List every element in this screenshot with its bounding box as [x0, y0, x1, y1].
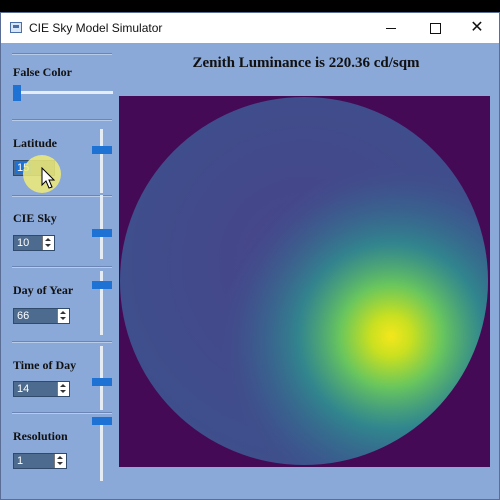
minimize-button[interactable] — [369, 13, 413, 43]
spin-down-icon[interactable] — [60, 317, 66, 320]
control-panel: False Color Latitude 15 CIE Sky — [1, 43, 117, 499]
divider — [12, 119, 112, 121]
zenith-luminance-title: Zenith Luminance is 220.36 cd/sqm — [192, 55, 420, 71]
time-of-day-slider-thumb[interactable] — [92, 378, 112, 387]
false-color-slider-track[interactable] — [13, 91, 113, 94]
time-of-day-value[interactable]: 14 — [17, 383, 30, 395]
day-of-year-value[interactable]: 66 — [17, 310, 30, 322]
app-window: CIE Sky Model Simulator ✕ False Color La… — [0, 12, 500, 500]
time-of-day-slider[interactable] — [92, 346, 112, 410]
window-title: CIE Sky Model Simulator — [29, 21, 163, 35]
maximize-icon — [429, 22, 441, 34]
mouse-cursor-icon — [41, 167, 56, 189]
spin-arrows[interactable] — [57, 382, 69, 396]
latitude-label: Latitude — [13, 136, 58, 150]
title-bar[interactable]: CIE Sky Model Simulator ✕ — [1, 13, 499, 43]
spin-up-icon[interactable] — [60, 384, 66, 387]
minimize-icon — [386, 27, 396, 29]
maximize-button[interactable] — [413, 13, 457, 43]
app-icon — [10, 22, 22, 33]
sky-dome-canvas — [120, 97, 488, 465]
spin-arrows[interactable] — [54, 454, 66, 468]
time-of-day-label: Time of Day — [13, 358, 77, 372]
resolution-value[interactable]: 1 — [17, 455, 24, 467]
latitude-slider-thumb[interactable] — [92, 145, 112, 154]
resolution-slider-thumb[interactable] — [92, 417, 112, 425]
divider — [12, 53, 112, 55]
cie-sky-spinbox[interactable]: 10 — [13, 235, 55, 251]
day-of-year-slider-thumb[interactable] — [92, 281, 112, 290]
spin-up-icon[interactable] — [60, 311, 66, 314]
spin-arrows[interactable] — [57, 309, 69, 323]
spin-down-icon[interactable] — [60, 390, 66, 393]
day-of-year-spinbox[interactable]: 66 — [13, 308, 70, 324]
client-area: False Color Latitude 15 CIE Sky — [1, 43, 499, 499]
divider — [12, 195, 112, 197]
spin-down-icon[interactable] — [57, 462, 63, 465]
cie-sky-slider[interactable] — [92, 195, 112, 259]
day-of-year-slider[interactable] — [92, 271, 112, 335]
divider — [12, 266, 112, 268]
latitude-slider[interactable] — [92, 129, 112, 193]
cie-sky-label: CIE Sky — [13, 211, 57, 225]
spin-arrows[interactable] — [42, 236, 54, 250]
resolution-spinbox[interactable]: 1 — [13, 453, 67, 469]
time-of-day-spinbox[interactable]: 14 — [13, 381, 70, 397]
spin-up-icon[interactable] — [57, 456, 63, 459]
false-color-label: False Color — [13, 65, 72, 79]
resolution-label: Resolution — [13, 429, 68, 443]
false-color-slider-thumb[interactable] — [13, 85, 21, 101]
cie-sky-value[interactable]: 10 — [17, 237, 30, 249]
spin-up-icon[interactable] — [45, 238, 51, 241]
cie-sky-slider-thumb[interactable] — [92, 228, 112, 237]
day-of-year-label: Day of Year — [13, 283, 74, 297]
sky-luminance-plot — [119, 96, 490, 467]
divider — [12, 341, 112, 343]
resolution-slider[interactable] — [92, 417, 112, 481]
close-button[interactable]: ✕ — [455, 13, 499, 43]
close-icon: ✕ — [470, 19, 484, 36]
spin-down-icon[interactable] — [45, 244, 51, 247]
divider — [12, 412, 112, 414]
